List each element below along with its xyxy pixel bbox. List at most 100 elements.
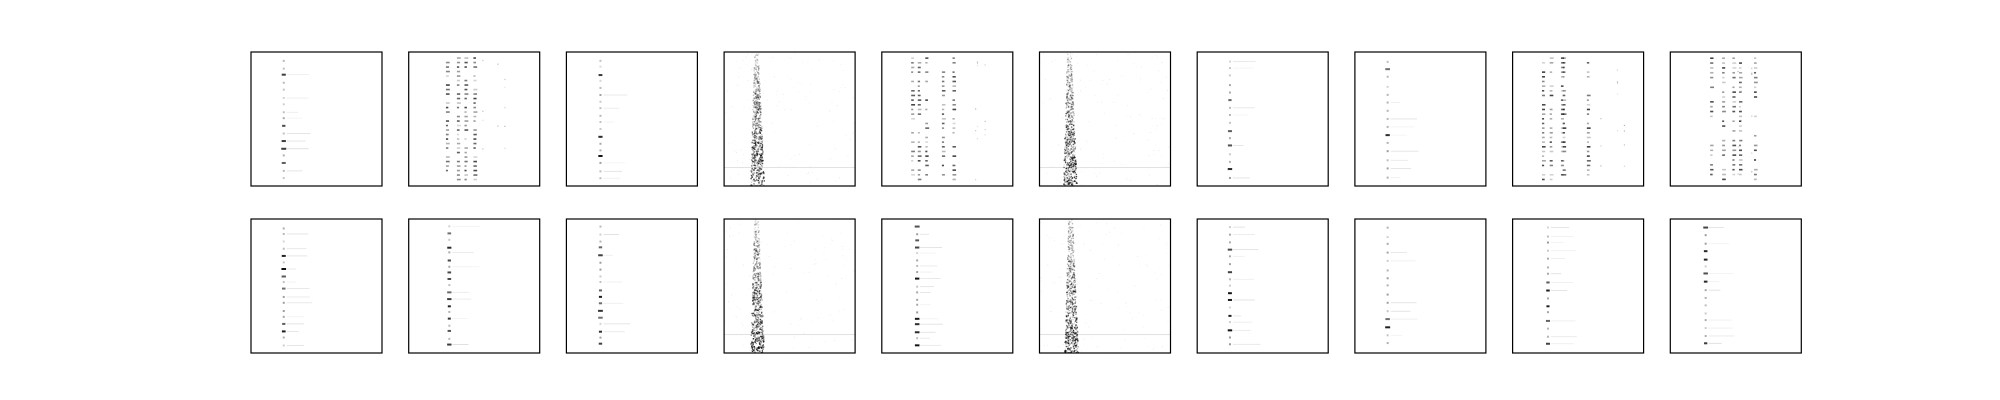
- heatmap-cell: [728, 308, 730, 310]
- heatmap-cell: [750, 170, 752, 172]
- heatmap-cell: [1064, 146, 1066, 148]
- heatmap-cell: [1074, 296, 1076, 298]
- heatmap-cell: [925, 62, 928, 64]
- heatmap-cell: [761, 166, 763, 168]
- heatmap-cell: [1065, 179, 1067, 181]
- heatmap-cell: [788, 57, 790, 59]
- heatmap-cell: [1050, 306, 1052, 308]
- heatmap-cell: [1069, 267, 1071, 270]
- heatmap-cell: [1541, 141, 1545, 143]
- heatmap-cell: [762, 348, 764, 351]
- heatmap-cell: [1066, 348, 1069, 350]
- heatmap-cell: [925, 174, 929, 176]
- heatmap-cell: [759, 331, 762, 334]
- heatmap-cell: [1125, 247, 1127, 249]
- heatmap-cell: [1549, 108, 1553, 111]
- heatmap-cell: [1066, 319, 1068, 321]
- heatmap-cell: [1069, 267, 1071, 270]
- heatmap-panel: [1038, 51, 1172, 187]
- heatmap-cell: [758, 307, 760, 309]
- heatmap-cell: [754, 140, 756, 142]
- heatmap-cell: [1549, 141, 1552, 143]
- heatmap-cell: [1071, 94, 1073, 97]
- heatmap-cell: [759, 320, 762, 322]
- heatmap-cell: [757, 109, 759, 111]
- heatmap-cell: [1071, 181, 1073, 184]
- heatmap-cells: [1227, 60, 1256, 179]
- heatmap-cell: [761, 180, 763, 182]
- heatmap-cell: [750, 165, 753, 167]
- heatmap-cell: [1075, 331, 1078, 334]
- heatmap-cell: [1068, 74, 1070, 77]
- heatmap-cell: [1067, 162, 1069, 164]
- heatmap-cell: [1069, 303, 1072, 306]
- heatmap-cell: [1158, 237, 1160, 239]
- heatmap-cell: [1066, 149, 1068, 151]
- heatmap-cell: [1067, 308, 1069, 310]
- heatmap-cell: [783, 337, 785, 339]
- heatmap-cell: [808, 173, 810, 175]
- heatmap-cell: [1545, 319, 1551, 322]
- heatmap-cell: [1076, 327, 1078, 329]
- heatmap-cell: [754, 267, 757, 270]
- heatmap-cell: [753, 164, 755, 166]
- heatmap-cell: [1232, 329, 1251, 331]
- heatmap-cell: [1068, 311, 1070, 313]
- heatmap-cell: [1067, 120, 1069, 122]
- heatmap-cell: [1067, 180, 1069, 182]
- heatmap-cell: [754, 300, 757, 302]
- heatmap-cell: [1060, 280, 1062, 282]
- heatmap-cell: [914, 246, 920, 249]
- heatmap-cell: [447, 298, 452, 301]
- heatmap-cell: [743, 106, 745, 108]
- heatmap-cell: [758, 86, 760, 88]
- heatmap-cell: [1067, 180, 1069, 182]
- heatmap-cell: [754, 104, 756, 106]
- heatmap-cell: [760, 327, 762, 329]
- heatmap-cell: [1064, 177, 1066, 179]
- heatmap-cell: [817, 317, 819, 319]
- heatmap-cell: [1066, 293, 1068, 296]
- heatmap-cell: [755, 138, 757, 140]
- heatmap-cell: [738, 275, 739, 276]
- heatmap-cell: [759, 160, 762, 162]
- heatmap-cell: [756, 340, 758, 342]
- heatmap-cell: [1710, 76, 1714, 79]
- heatmap-cell: [1068, 167, 1070, 169]
- heatmap-cell: [1049, 237, 1051, 239]
- heatmap-cell: [473, 129, 477, 131]
- heatmap-cell: [757, 69, 760, 71]
- heatmap-cell: [1070, 342, 1073, 344]
- heatmap-cell: [840, 64, 842, 66]
- heatmap-cell: [286, 148, 309, 150]
- heatmap-cell: [760, 148, 763, 151]
- heatmap-cell: [756, 118, 758, 120]
- heatmap-cell: [1143, 228, 1145, 230]
- heatmap-cell: [1117, 60, 1119, 62]
- heatmap-cell: [759, 288, 761, 290]
- heatmap-cell: [448, 225, 451, 228]
- heatmap-cell: [1065, 328, 1068, 330]
- heatmap-cell: [1162, 339, 1163, 340]
- heatmap-cell: [755, 122, 757, 125]
- heatmap-cell: [1066, 72, 1068, 74]
- heatmap-cell: [1600, 118, 1602, 120]
- heatmap-cell: [1732, 120, 1735, 123]
- heatmap-cell: [1073, 140, 1075, 142]
- heatmap-cell: [759, 101, 762, 104]
- heatmap-cell: [1071, 349, 1073, 352]
- heatmap-cell: [282, 344, 285, 347]
- heatmap-cell: [758, 234, 760, 236]
- heatmap-cell: [1069, 120, 1071, 122]
- heatmap-cell: [751, 344, 754, 346]
- heatmap-cell: [831, 319, 833, 321]
- heatmap-cell: [1103, 112, 1105, 114]
- heatmap-cell: [1069, 153, 1071, 155]
- heatmap-cell: [920, 323, 943, 325]
- heatmap-cell: [456, 61, 461, 64]
- heatmap-cell: [1545, 342, 1550, 345]
- heatmap-cell: [452, 298, 472, 300]
- heatmap-cell: [1072, 140, 1074, 142]
- heatmap-cell: [752, 146, 754, 148]
- heatmap-cell: [1067, 153, 1069, 155]
